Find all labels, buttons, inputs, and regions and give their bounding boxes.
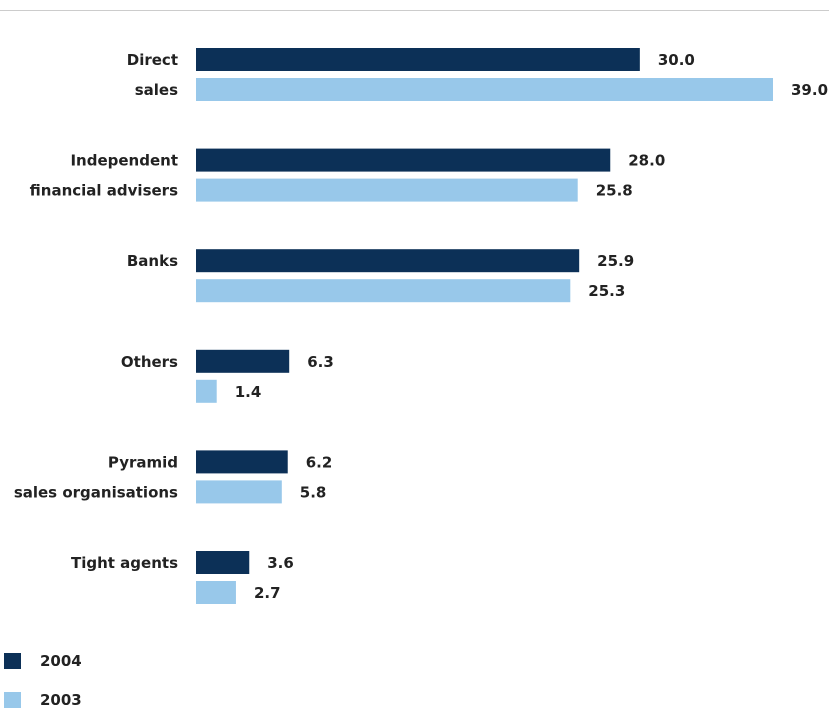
legend-swatch-2003 xyxy=(4,692,21,708)
value-label-2004-tight-agents: 3.6 xyxy=(267,554,294,572)
bar-2004-pyramid-sales-organisations xyxy=(196,450,288,474)
category-label-direct-sales: sales xyxy=(135,81,178,99)
value-label-2004-banks: 25.9 xyxy=(597,252,634,270)
category-label-tight-agents: Tight agents xyxy=(71,554,178,572)
category-label-direct-sales: Direct xyxy=(127,51,178,69)
bar-2003-tight-agents xyxy=(196,581,236,604)
value-label-2004-direct-sales: 30.0 xyxy=(658,51,695,69)
category-label-banks: Banks xyxy=(127,252,178,270)
bar-2003-others xyxy=(196,379,217,403)
category-label-independent-financial-advisers: financial advisers xyxy=(30,182,178,200)
bar-2004-others xyxy=(196,349,290,373)
bar-2004-banks xyxy=(196,249,580,273)
value-label-2004-others: 6.3 xyxy=(307,353,334,371)
bar-2004-independent-financial-advisers xyxy=(196,148,611,172)
legend-label-2004: 2004 xyxy=(40,652,82,670)
value-label-2003-others: 1.4 xyxy=(235,383,262,401)
value-label-2003-banks: 25.3 xyxy=(588,282,625,300)
bar-2003-banks xyxy=(196,279,571,303)
legend-swatch-2004 xyxy=(4,653,21,669)
category-label-pyramid-sales-organisations: Pyramid xyxy=(108,453,178,471)
legend-label-2003: 2003 xyxy=(40,691,82,709)
bar-2004-direct-sales xyxy=(196,48,640,71)
value-label-2004-independent-financial-advisers: 28.0 xyxy=(628,152,665,170)
value-label-2003-direct-sales: 39.0 xyxy=(791,81,828,99)
legend: 2004 2003 xyxy=(4,652,82,709)
plot-area: 30.0 39.0 Direct sales 28.0 25.8 Independent fi… xyxy=(14,48,828,604)
bar-2003-independent-financial-advisers xyxy=(196,178,578,202)
value-label-2003-tight-agents: 2.7 xyxy=(254,584,281,602)
bar-2004-tight-agents xyxy=(196,551,250,574)
bar-2003-direct-sales xyxy=(196,78,773,101)
value-label-2003-pyramid-sales-organisations: 5.8 xyxy=(300,483,327,501)
category-label-independent-financial-advisers: Independent xyxy=(70,152,178,170)
category-label-pyramid-sales-organisations: sales organisations xyxy=(14,483,178,501)
bar-2003-pyramid-sales-organisations xyxy=(196,480,282,504)
value-label-2004-pyramid-sales-organisations: 6.2 xyxy=(306,453,333,471)
value-label-2003-independent-financial-advisers: 25.8 xyxy=(596,182,633,200)
category-label-others: Others xyxy=(121,353,178,371)
